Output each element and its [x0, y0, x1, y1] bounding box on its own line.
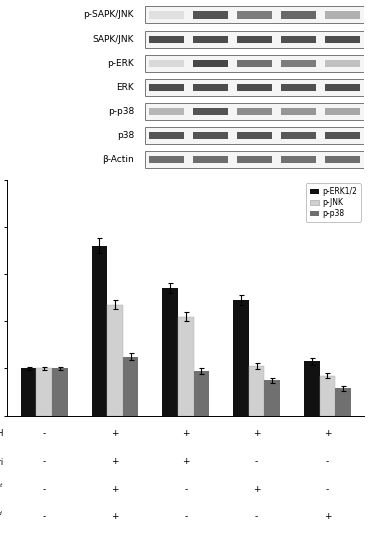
Text: +: +	[182, 457, 190, 466]
Bar	[281, 108, 316, 115]
Bar	[149, 108, 184, 115]
Bar	[325, 11, 360, 19]
Bar	[325, 132, 360, 139]
Text: p-p38: p-p38	[108, 107, 134, 116]
Bar	[145, 151, 364, 168]
Bar	[281, 156, 316, 164]
Bar	[281, 132, 316, 139]
Text: -: -	[43, 512, 46, 521]
Bar	[145, 30, 364, 47]
Bar	[193, 11, 228, 19]
Text: +: +	[324, 512, 331, 521]
Text: SC/LC_Ori: SC/LC_Ori	[0, 457, 4, 466]
Bar	[149, 132, 184, 139]
Bar	[237, 156, 272, 164]
Bar	[193, 156, 228, 164]
Text: p-ERK: p-ERK	[107, 59, 134, 68]
Text: -: -	[43, 457, 46, 466]
Bar	[193, 84, 228, 91]
Legend: p-ERK1/2, p-JNK, p-p38: p-ERK1/2, p-JNK, p-p38	[306, 183, 361, 222]
Bar	[325, 156, 360, 164]
Text: p-SAPK/JNK: p-SAPK/JNK	[84, 11, 134, 20]
Bar	[21, 368, 36, 416]
Bar	[149, 36, 184, 43]
Bar	[149, 60, 184, 67]
Bar	[237, 60, 272, 67]
Bar	[107, 305, 123, 416]
Bar	[325, 108, 360, 115]
Text: ERK: ERK	[116, 83, 134, 92]
Bar	[145, 6, 364, 23]
Text: +: +	[111, 457, 119, 466]
Text: -: -	[255, 457, 258, 466]
Text: β-Actin: β-Actin	[102, 155, 134, 164]
Text: EtOH: EtOH	[0, 429, 4, 438]
Bar	[149, 11, 184, 19]
Text: +: +	[111, 484, 119, 494]
Text: SAPK/JNK: SAPK/JNK	[93, 35, 134, 44]
Bar	[237, 132, 272, 139]
Bar	[149, 156, 184, 164]
Bar	[178, 317, 194, 416]
Text: -: -	[326, 457, 329, 466]
Bar	[233, 300, 249, 416]
Text: SC/LC_2$^{nd}$: SC/LC_2$^{nd}$	[0, 510, 4, 524]
Bar	[193, 60, 228, 67]
Bar	[281, 60, 316, 67]
Text: -: -	[43, 484, 46, 494]
Bar	[162, 288, 178, 416]
Text: +: +	[111, 512, 119, 521]
Text: p38: p38	[117, 131, 134, 140]
Bar	[149, 84, 184, 91]
Bar	[325, 60, 360, 67]
Text: SC/LC_1$^{st}$: SC/LC_1$^{st}$	[0, 482, 4, 496]
Bar	[304, 361, 320, 416]
Bar	[249, 366, 265, 416]
Bar	[92, 246, 107, 416]
Bar	[145, 79, 364, 96]
Bar	[281, 84, 316, 91]
Bar	[265, 381, 280, 416]
Bar	[145, 127, 364, 144]
Text: +: +	[324, 429, 331, 438]
Bar	[193, 36, 228, 43]
Bar	[281, 11, 316, 19]
Text: +: +	[182, 429, 190, 438]
Text: +: +	[253, 429, 261, 438]
Text: +: +	[253, 484, 261, 494]
Bar	[123, 357, 138, 416]
Bar	[335, 389, 351, 416]
Bar	[145, 55, 364, 72]
Bar	[281, 36, 316, 43]
Text: -: -	[255, 512, 258, 521]
Text: -: -	[326, 484, 329, 494]
Bar	[325, 84, 360, 91]
Bar	[193, 108, 228, 115]
Text: +: +	[111, 429, 119, 438]
Bar	[237, 36, 272, 43]
Bar	[237, 11, 272, 19]
Text: -: -	[184, 484, 187, 494]
Bar	[145, 103, 364, 120]
Bar	[193, 132, 228, 139]
Bar	[194, 371, 209, 416]
Bar	[237, 84, 272, 91]
Bar	[325, 36, 360, 43]
Bar	[320, 376, 335, 416]
Bar	[52, 368, 68, 416]
Text: -: -	[43, 429, 46, 438]
Text: -: -	[184, 512, 187, 521]
Bar	[237, 108, 272, 115]
Bar	[36, 368, 52, 416]
